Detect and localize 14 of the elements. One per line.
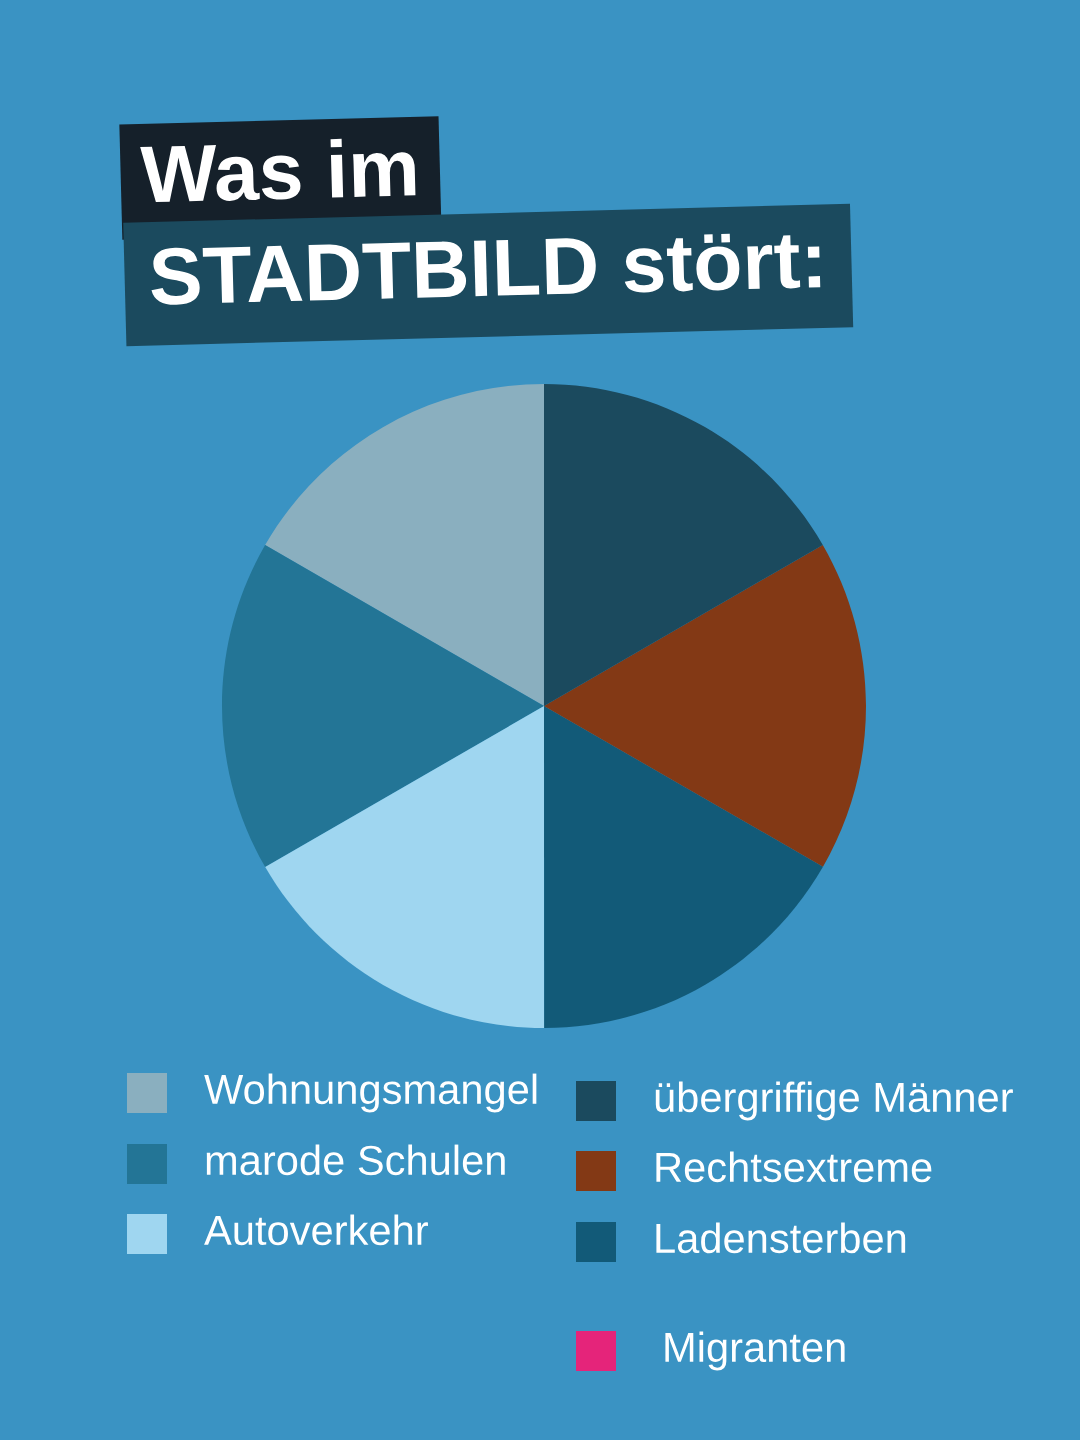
pie-slice	[265, 706, 545, 1028]
legend-label: Wohnungsmangel	[204, 1073, 537, 1113]
pie-slice	[544, 544, 866, 867]
legend-label: Ladensterben	[656, 1222, 906, 1254]
legend-label: übergriffige Männer	[655, 1081, 1013, 1121]
legend-label: Autoverkehr	[204, 1214, 428, 1246]
chart-title: Was im STADTBILD stört:	[140, 136, 821, 306]
legend-label: Migranten	[665, 1331, 845, 1371]
legend-label: marode Schulen	[206, 1144, 505, 1176]
pie-slice	[544, 706, 823, 1028]
pie-slice	[222, 545, 544, 868]
pie-slice	[265, 384, 544, 706]
legend-label: Rechtsextreme	[656, 1151, 932, 1183]
pie-slice	[544, 384, 823, 706]
